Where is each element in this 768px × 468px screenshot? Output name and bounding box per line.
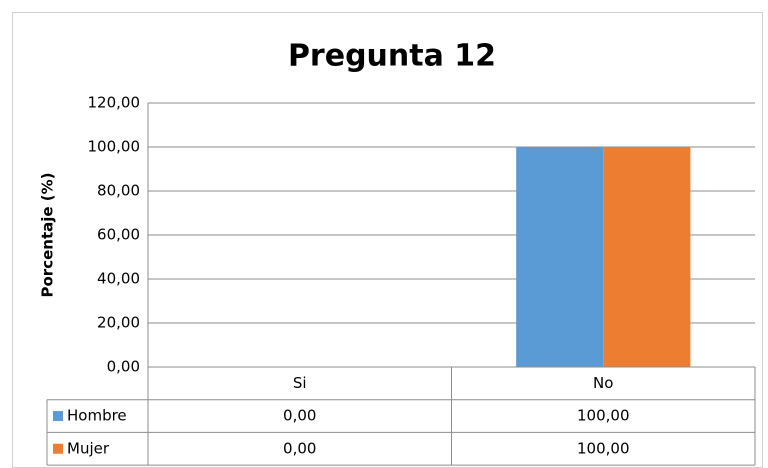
table-value: 0,00	[283, 439, 316, 457]
chart-title: Pregunta 12	[288, 39, 496, 74]
legend-swatch	[53, 411, 63, 422]
legend-label: Hombre	[67, 407, 127, 425]
y-tick-label: 120,00	[88, 94, 141, 112]
y-tick-label: 60,00	[97, 226, 140, 244]
table-value: 0,00	[283, 407, 316, 425]
legend-swatch	[53, 443, 63, 454]
table-value: 100,00	[577, 407, 630, 425]
x-tick-label: No	[593, 374, 613, 392]
y-tick-label: 80,00	[97, 182, 140, 200]
bar	[603, 147, 691, 367]
legend-label: Mujer	[67, 439, 110, 457]
y-tick-label: 40,00	[97, 270, 140, 288]
bar	[516, 147, 604, 367]
table-value: 100,00	[577, 439, 630, 457]
x-tick-label: Si	[293, 374, 307, 392]
y-tick-label: 20,00	[97, 314, 140, 332]
y-axis-label: Porcentaje (%)	[39, 172, 57, 297]
y-tick-label: 0,00	[107, 358, 140, 376]
y-tick-label: 100,00	[88, 138, 141, 156]
